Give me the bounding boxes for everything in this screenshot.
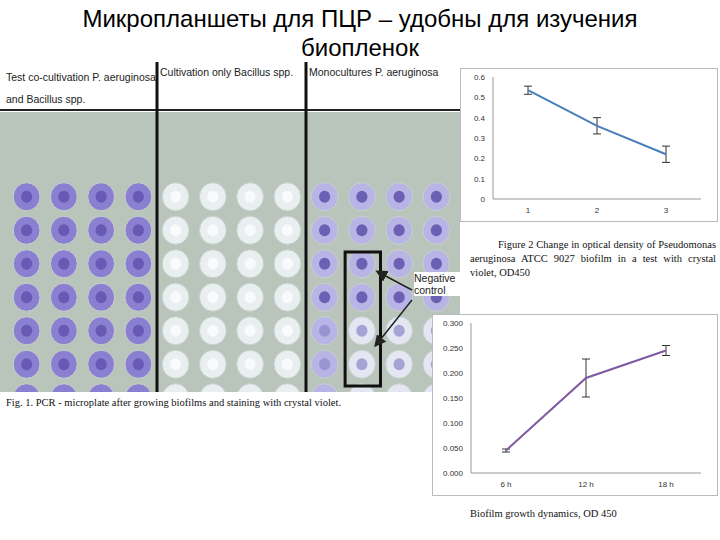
- svg-text:0.3: 0.3: [474, 134, 486, 143]
- svg-text:0.200: 0.200: [443, 369, 464, 378]
- html-text:Biofilm growth dynamics, OD 45: Biofilm growth dynamics, OD 450: [470, 508, 617, 519]
- svg-text:0.000: 0.000: [443, 469, 464, 478]
- svg-text:0.300: 0.300: [443, 319, 464, 328]
- html-text:Fig. 1. PCR - microplate after: Fig. 1. PCR - microplate after growing b…: [6, 397, 342, 408]
- svg-text:0.4: 0.4: [474, 114, 486, 123]
- svg-text:0.5: 0.5: [474, 93, 486, 102]
- svg-text:0.6: 0.6: [474, 73, 486, 82]
- svg-text:0: 0: [481, 195, 486, 204]
- svg-text:0.100: 0.100: [443, 419, 464, 428]
- svg-text:12 h: 12 h: [578, 480, 594, 489]
- svg-text:0.050: 0.050: [443, 444, 464, 453]
- svg-text:0.250: 0.250: [443, 344, 464, 353]
- svg-text:6 h: 6 h: [500, 480, 511, 489]
- html-text:Cultivation only Bacillus spp.: Cultivation only Bacillus spp.: [160, 66, 294, 78]
- html-text:Negative control: Negative control: [414, 272, 456, 296]
- svg-text:0.150: 0.150: [443, 394, 464, 403]
- html-text:Figure 2 Change in optical den: Figure 2 Change in optical density of Ps…: [470, 239, 716, 278]
- svg-text:1: 1: [526, 206, 531, 215]
- svg-text:0.1: 0.1: [474, 175, 486, 184]
- html-text:Микропланшеты для ПЦР – удобны: Микропланшеты для ПЦР – удобны для изуче…: [82, 5, 638, 61]
- html-text:Monocultures P. aeruginosa: Monocultures P. aeruginosa: [309, 66, 439, 78]
- html-text:Test co-cultivation P. aerugin: Test co-cultivation P. aeruginosa and Ba…: [6, 71, 156, 105]
- svg-text:2: 2: [595, 206, 600, 215]
- svg-text:0.2: 0.2: [474, 154, 486, 163]
- svg-text:18 h: 18 h: [658, 480, 674, 489]
- svg-text:3: 3: [664, 206, 669, 215]
